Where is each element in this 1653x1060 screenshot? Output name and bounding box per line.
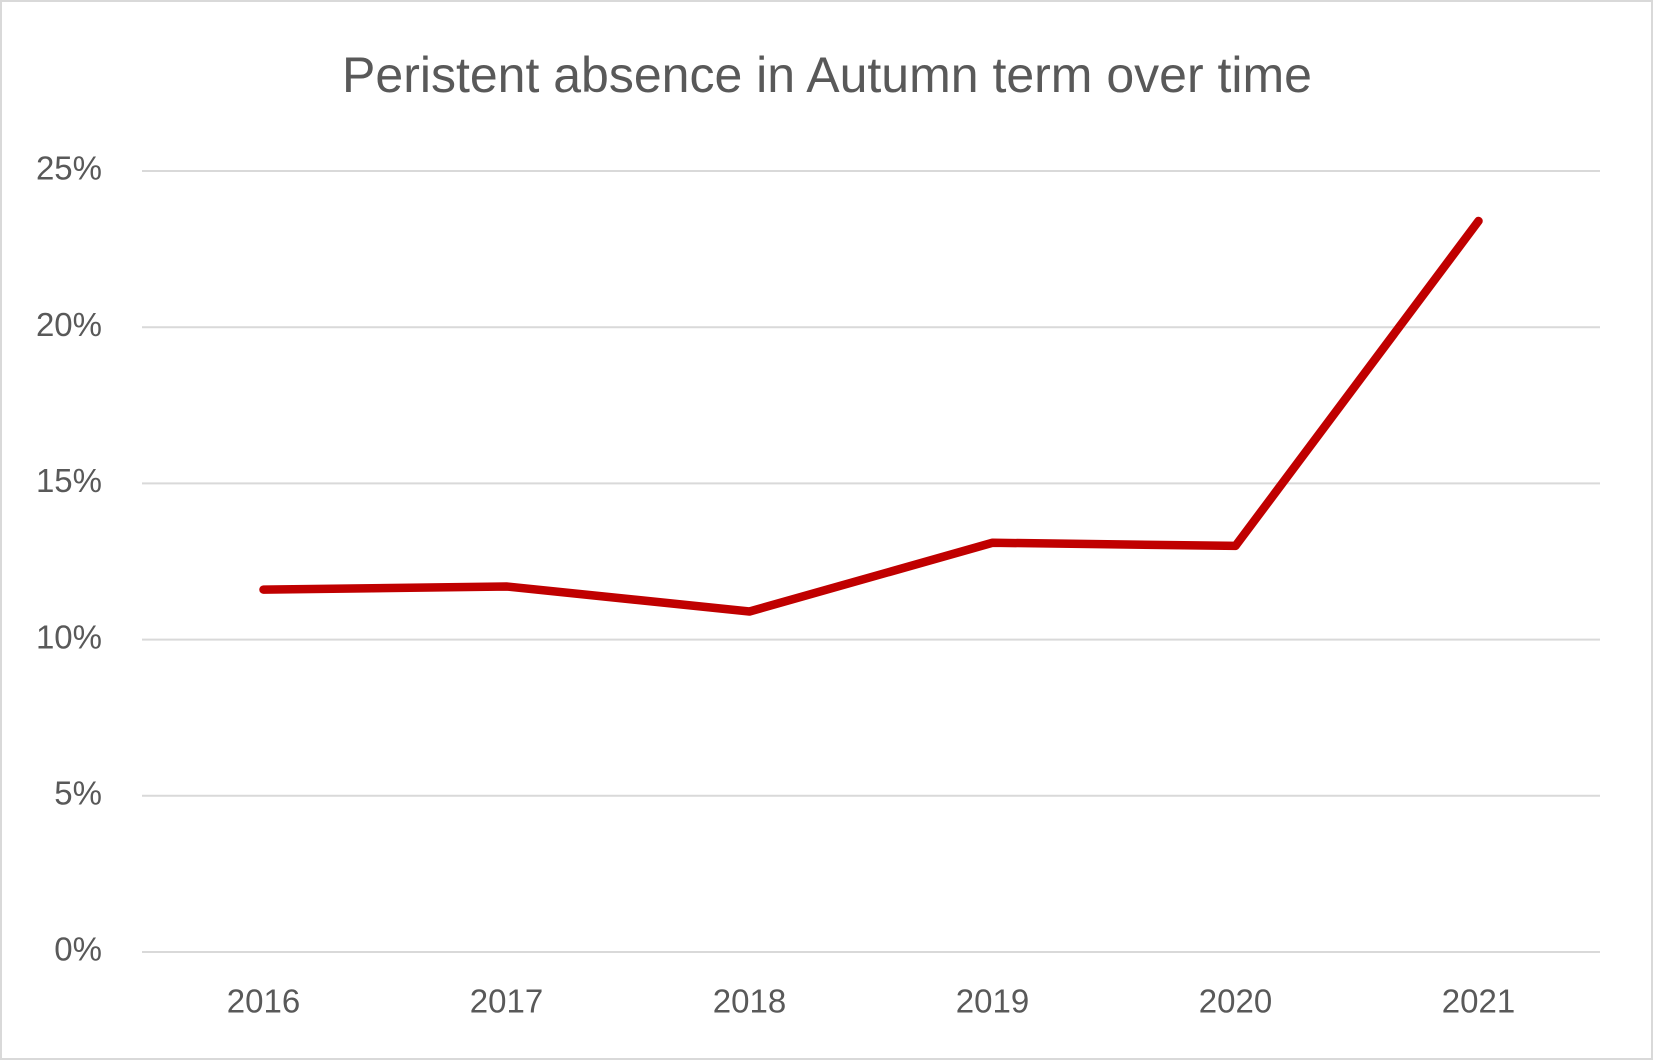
chart-title: Peristent absence in Autumn term over ti… (342, 47, 1312, 103)
x-tick-label: 2016 (227, 983, 300, 1020)
y-tick-label: 5% (54, 775, 102, 812)
y-tick-label: 15% (36, 462, 102, 499)
y-tick-label: 0% (54, 931, 102, 968)
x-tick-label: 2018 (713, 983, 786, 1020)
y-tick-label: 10% (36, 618, 102, 655)
x-tick-label: 2017 (470, 983, 543, 1020)
x-tick-label: 2020 (1199, 983, 1272, 1020)
y-tick-label: 20% (36, 306, 102, 343)
data-line (259, 216, 1483, 616)
y-tick-label: 25% (36, 150, 102, 187)
x-tick-label: 2019 (956, 983, 1029, 1020)
x-tick-label: 2021 (1442, 983, 1515, 1020)
